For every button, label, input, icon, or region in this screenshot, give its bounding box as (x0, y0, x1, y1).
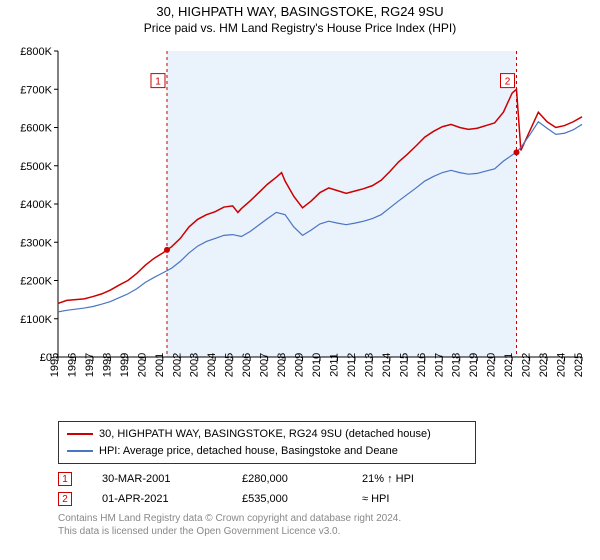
legend-swatch (67, 433, 93, 435)
trade-date: 01-APR-2021 (102, 493, 212, 505)
legend-label: HPI: Average price, detached house, Basi… (99, 443, 398, 460)
chart-subtitle: Price paid vs. HM Land Registry's House … (0, 19, 600, 39)
svg-text:£100K: £100K (20, 314, 52, 326)
svg-text:2009: 2009 (294, 353, 306, 377)
svg-text:2001: 2001 (154, 353, 166, 377)
svg-text:2: 2 (505, 77, 511, 88)
svg-text:2015: 2015 (398, 353, 410, 377)
svg-text:2022: 2022 (521, 353, 533, 377)
svg-text:2017: 2017 (433, 353, 445, 377)
svg-text:2003: 2003 (189, 353, 201, 377)
svg-text:2020: 2020 (486, 353, 498, 377)
trade-row: 1 30-MAR-2001 £280,000 21% ↑ HPI (58, 472, 600, 486)
trade-date: 30-MAR-2001 (102, 473, 212, 485)
svg-text:2016: 2016 (416, 353, 428, 377)
svg-text:2010: 2010 (311, 353, 323, 377)
svg-text:2000: 2000 (136, 353, 148, 377)
svg-text:2011: 2011 (328, 353, 340, 377)
svg-text:2012: 2012 (346, 353, 358, 377)
trade-marker-icon: 2 (58, 492, 72, 506)
svg-text:£400K: £400K (20, 199, 52, 211)
svg-text:£800K: £800K (20, 46, 52, 58)
svg-text:1: 1 (155, 77, 161, 88)
svg-text:2014: 2014 (381, 353, 393, 377)
svg-text:2013: 2013 (363, 353, 375, 377)
svg-text:£700K: £700K (20, 84, 52, 96)
copyright-line: This data is licensed under the Open Gov… (58, 525, 600, 538)
svg-text:£500K: £500K (20, 161, 52, 173)
legend-item-price-paid: 30, HIGHPATH WAY, BASINGSTOKE, RG24 9SU … (67, 426, 467, 443)
svg-text:2024: 2024 (556, 353, 568, 377)
svg-text:1998: 1998 (101, 353, 113, 377)
trade-vs-hpi: 21% ↑ HPI (362, 473, 472, 485)
chart-title: 30, HIGHPATH WAY, BASINGSTOKE, RG24 9SU (0, 0, 600, 19)
svg-text:£600K: £600K (20, 123, 52, 135)
svg-text:2002: 2002 (171, 353, 183, 377)
svg-text:2019: 2019 (468, 353, 480, 377)
chart-container: 30, HIGHPATH WAY, BASINGSTOKE, RG24 9SU … (0, 0, 600, 538)
trade-price: £535,000 (242, 493, 332, 505)
svg-text:2023: 2023 (538, 353, 550, 377)
copyright-line: Contains HM Land Registry data © Crown c… (58, 512, 600, 525)
trade-vs-hpi: ≈ HPI (362, 493, 472, 505)
legend-label: 30, HIGHPATH WAY, BASINGSTOKE, RG24 9SU … (99, 426, 431, 443)
legend-item-hpi: HPI: Average price, detached house, Basi… (67, 443, 467, 460)
svg-text:1996: 1996 (66, 353, 78, 377)
trade-price: £280,000 (242, 473, 332, 485)
svg-text:£300K: £300K (20, 237, 52, 249)
svg-text:2004: 2004 (206, 353, 218, 377)
svg-text:2018: 2018 (451, 353, 463, 377)
trade-row: 2 01-APR-2021 £535,000 ≈ HPI (58, 492, 600, 506)
svg-text:1997: 1997 (84, 353, 96, 377)
svg-text:2025: 2025 (573, 353, 585, 377)
svg-text:2007: 2007 (259, 353, 271, 377)
trade-marker-icon: 1 (58, 472, 72, 486)
copyright-notice: Contains HM Land Registry data © Crown c… (58, 512, 600, 538)
svg-text:2008: 2008 (276, 353, 288, 377)
svg-text:1995: 1995 (49, 353, 61, 377)
legend-swatch (67, 450, 93, 452)
trade-list: 1 30-MAR-2001 £280,000 21% ↑ HPI 2 01-AP… (58, 472, 600, 506)
legend: 30, HIGHPATH WAY, BASINGSTOKE, RG24 9SU … (58, 421, 476, 464)
svg-text:1999: 1999 (119, 353, 131, 377)
chart-svg: £0£100K£200K£300K£400K£500K£600K£700K£80… (0, 39, 600, 415)
svg-text:2006: 2006 (241, 353, 253, 377)
svg-text:2021: 2021 (503, 353, 515, 377)
chart-plot-area: £0£100K£200K£300K£400K£500K£600K£700K£80… (0, 39, 600, 415)
svg-text:2005: 2005 (224, 353, 236, 377)
svg-text:£200K: £200K (20, 276, 52, 288)
